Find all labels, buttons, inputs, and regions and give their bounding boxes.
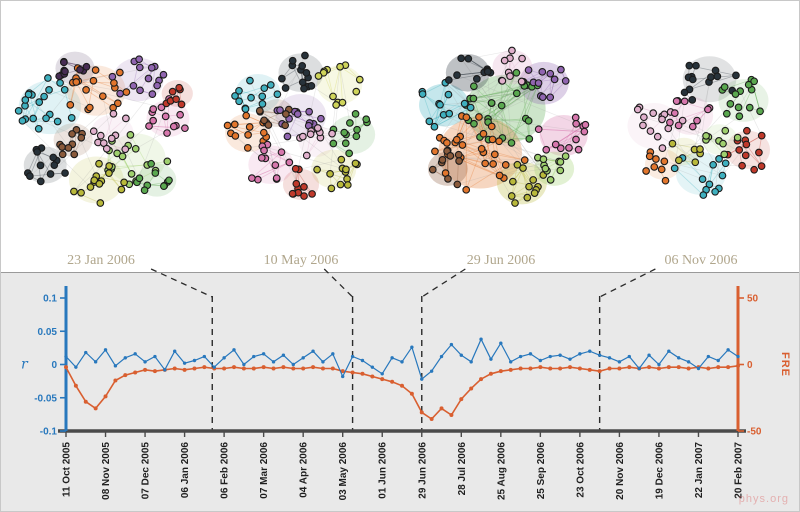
network-caption-4: 06 Nov 2006 bbox=[664, 253, 738, 268]
network-caption-1: 23 Jan 2006 bbox=[67, 253, 135, 268]
watermark: phys.org bbox=[738, 493, 789, 505]
svg-text:01 Jun 2006: 01 Jun 2006 bbox=[378, 442, 389, 499]
svg-text:-0.05: -0.05 bbox=[34, 393, 57, 404]
series-r bbox=[64, 337, 740, 381]
svg-text:20 Nov 2006: 20 Nov 2006 bbox=[615, 442, 626, 500]
svg-text:06 Feb 2006: 06 Feb 2006 bbox=[220, 442, 231, 499]
svg-text:25 Sep 2006: 25 Sep 2006 bbox=[536, 442, 547, 500]
svg-text:22 Jan 2007: 22 Jan 2007 bbox=[694, 442, 705, 499]
svg-text:23 Oct 2006: 23 Oct 2006 bbox=[575, 442, 586, 498]
timeseries-chart: 11 Oct 2005 08 Nov 2005 07 Dec 2005 06 Jan … bbox=[21, 286, 791, 501]
svg-text:-0.1: -0.1 bbox=[40, 427, 58, 438]
network-nodes bbox=[633, 61, 766, 199]
left-axis-label: r bbox=[21, 357, 29, 373]
snapshot-marker-lines bbox=[211, 296, 601, 430]
svg-text:0: 0 bbox=[51, 360, 57, 371]
network-graph-4 bbox=[627, 56, 771, 199]
svg-text:0.1: 0.1 bbox=[43, 294, 57, 305]
svg-text:29 Jun 2006: 29 Jun 2006 bbox=[417, 442, 428, 499]
network-nodes bbox=[223, 51, 371, 200]
svg-text:07 Dec 2005: 07 Dec 2005 bbox=[141, 442, 152, 500]
svg-text:-50: -50 bbox=[747, 427, 762, 438]
network-caption-3: 29 Jun 2006 bbox=[466, 253, 536, 268]
series-fre bbox=[64, 363, 740, 422]
network-graph-3 bbox=[418, 46, 590, 207]
right-axis: 50 0 -50 FRE bbox=[736, 286, 791, 438]
svg-text:04 Apr 2006: 04 Apr 2006 bbox=[299, 442, 310, 498]
network-panel-2: 10 May 2006 bbox=[201, 1, 401, 271]
svg-text:28 Jul 2006: 28 Jul 2006 bbox=[457, 442, 468, 496]
svg-text:03 May 2006: 03 May 2006 bbox=[338, 442, 349, 501]
network-panels: 23 Jan 2006 10 May 2006 29 Jun 2006 06 N… bbox=[1, 1, 799, 271]
network-graph-1 bbox=[14, 51, 193, 207]
svg-text:50: 50 bbox=[747, 294, 759, 305]
right-axis-label: FRE bbox=[779, 352, 791, 377]
x-tick-labels: 11 Oct 2005 08 Nov 2005 07 Dec 2005 06 Jan … bbox=[62, 442, 745, 501]
network-panel-4: 06 Nov 2006 bbox=[601, 1, 799, 271]
network-graph-2 bbox=[223, 51, 376, 200]
svg-text:0.05: 0.05 bbox=[38, 327, 58, 338]
svg-text:19 Dec 2006: 19 Dec 2006 bbox=[654, 442, 665, 500]
svg-text:06 Jan 2006: 06 Jan 2006 bbox=[180, 442, 191, 499]
left-axis: 0.1 0.05 0 -0.05 -0.1 r bbox=[21, 286, 68, 438]
network-panel-1: 23 Jan 2006 bbox=[1, 1, 201, 271]
svg-text:11 Oct 2005: 11 Oct 2005 bbox=[62, 442, 73, 497]
svg-text:07 Mar 2006: 07 Mar 2006 bbox=[259, 442, 270, 499]
network-caption-2: 10 May 2006 bbox=[263, 253, 339, 268]
svg-text:25 Aug 2006: 25 Aug 2006 bbox=[496, 442, 507, 500]
svg-text:20 Feb 2007: 20 Feb 2007 bbox=[734, 442, 745, 499]
network-nodes bbox=[14, 55, 189, 207]
svg-text:08 Nov 2005: 08 Nov 2005 bbox=[101, 442, 112, 500]
network-nodes bbox=[418, 46, 590, 207]
timeseries-panel: 11 Oct 2005 08 Nov 2005 07 Dec 2005 06 Jan … bbox=[1, 272, 799, 511]
network-panel-3: 29 Jun 2006 bbox=[401, 1, 601, 271]
x-axis bbox=[58, 429, 746, 437]
svg-text:0: 0 bbox=[747, 360, 753, 371]
